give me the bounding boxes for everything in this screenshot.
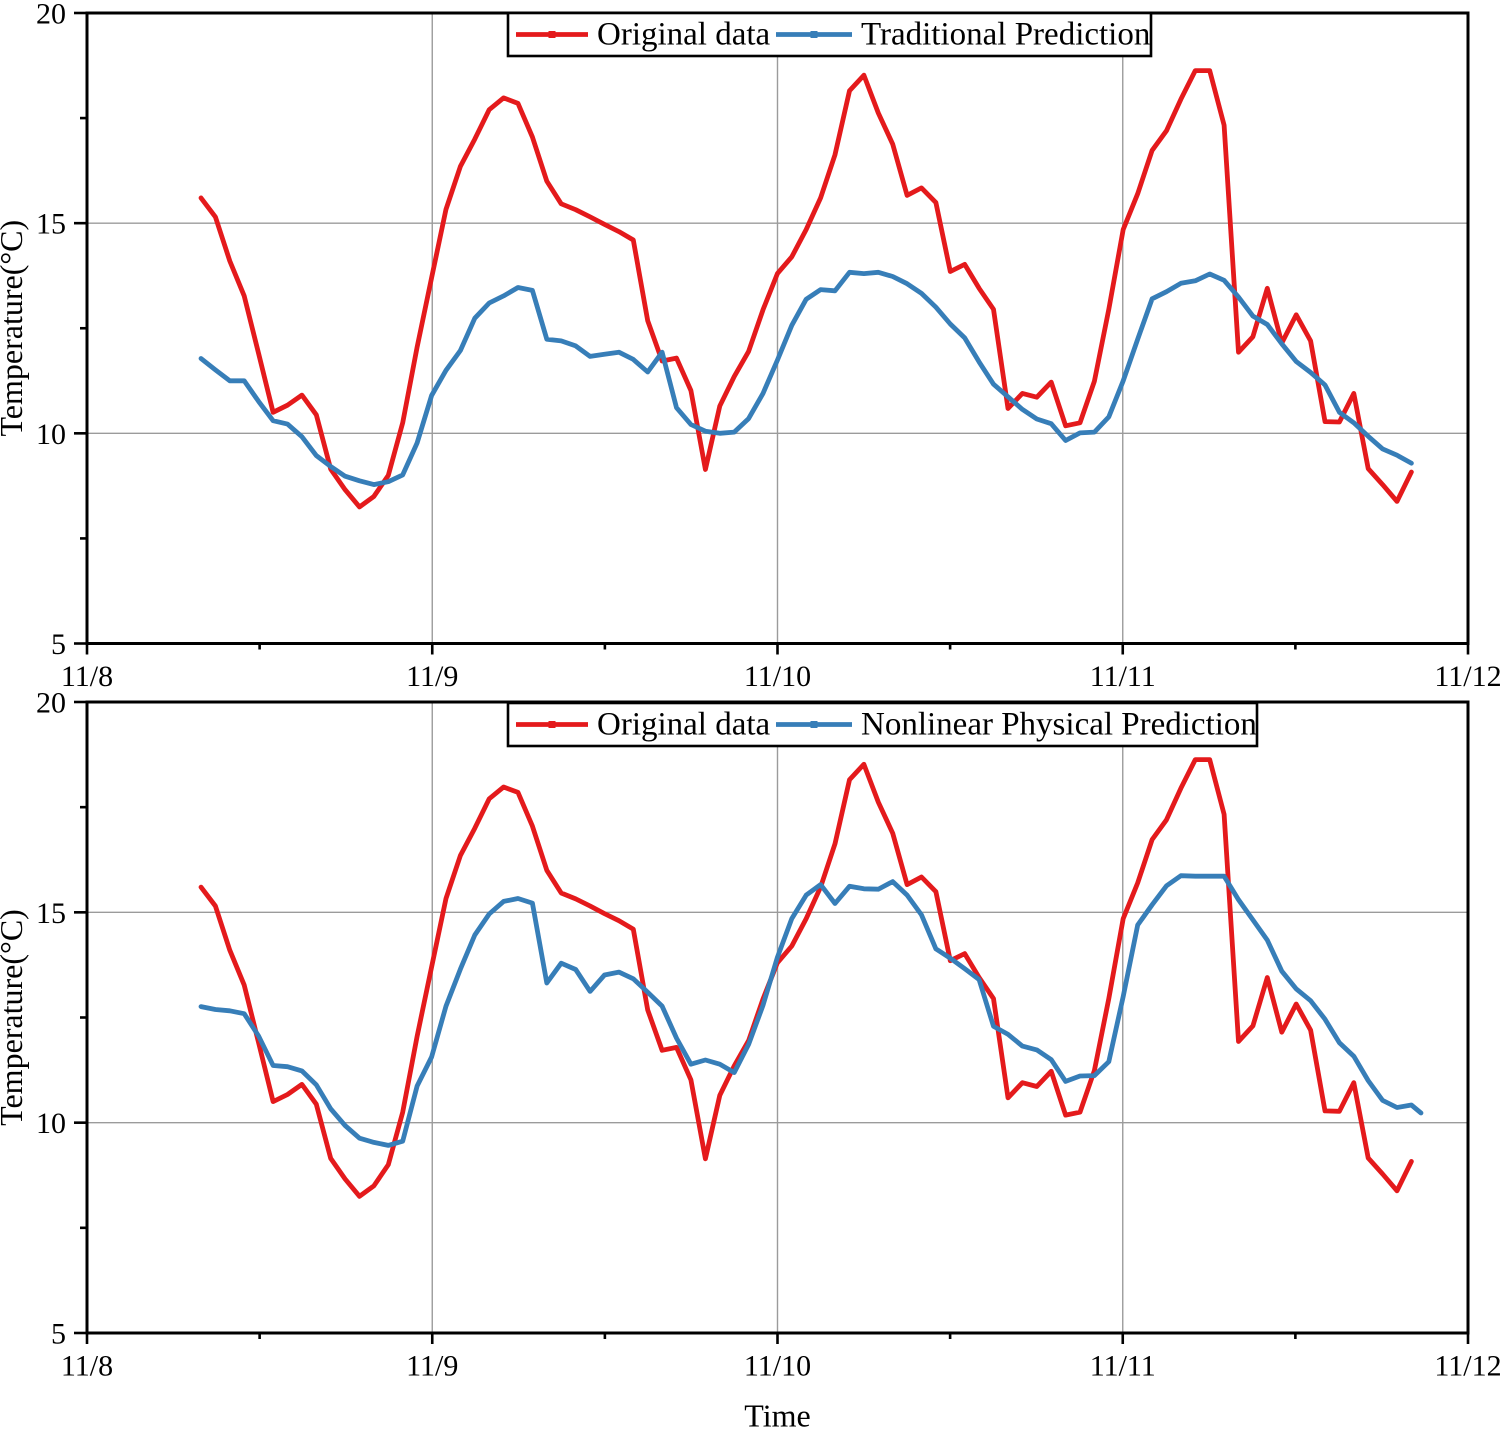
- svg-text:15: 15: [36, 897, 66, 930]
- svg-text:20: 20: [36, 0, 66, 31]
- svg-text:11/10: 11/10: [744, 1350, 811, 1383]
- svg-text:11/8: 11/8: [61, 1350, 113, 1383]
- svg-text:11/11: 11/11: [1090, 1350, 1156, 1383]
- svg-text:20: 20: [36, 687, 66, 720]
- svg-text:5: 5: [51, 628, 66, 661]
- svg-text:Nonlinear Physical Prediction: Nonlinear Physical Prediction: [861, 707, 1257, 743]
- svg-text:11/8: 11/8: [61, 660, 113, 693]
- svg-text:11/9: 11/9: [406, 1350, 458, 1383]
- svg-text:Original data: Original data: [597, 707, 771, 743]
- svg-text:11/10: 11/10: [744, 660, 811, 693]
- svg-text:11/9: 11/9: [406, 660, 458, 693]
- svg-text:10: 10: [36, 418, 66, 451]
- svg-text:Original data: Original data: [597, 17, 771, 53]
- svg-text:Temperature(°C): Temperature(°C): [0, 220, 29, 437]
- svg-text:15: 15: [36, 208, 66, 241]
- svg-text:10: 10: [36, 1107, 66, 1140]
- svg-text:Traditional Prediction: Traditional Prediction: [861, 17, 1150, 53]
- svg-text:Time: Time: [744, 1398, 810, 1431]
- svg-text:Temperature(°C): Temperature(°C): [0, 909, 29, 1126]
- svg-text:11/11: 11/11: [1090, 660, 1156, 693]
- svg-text:5: 5: [51, 1318, 66, 1351]
- svg-text:11/12: 11/12: [1434, 660, 1500, 693]
- svg-text:11/12: 11/12: [1434, 1350, 1500, 1383]
